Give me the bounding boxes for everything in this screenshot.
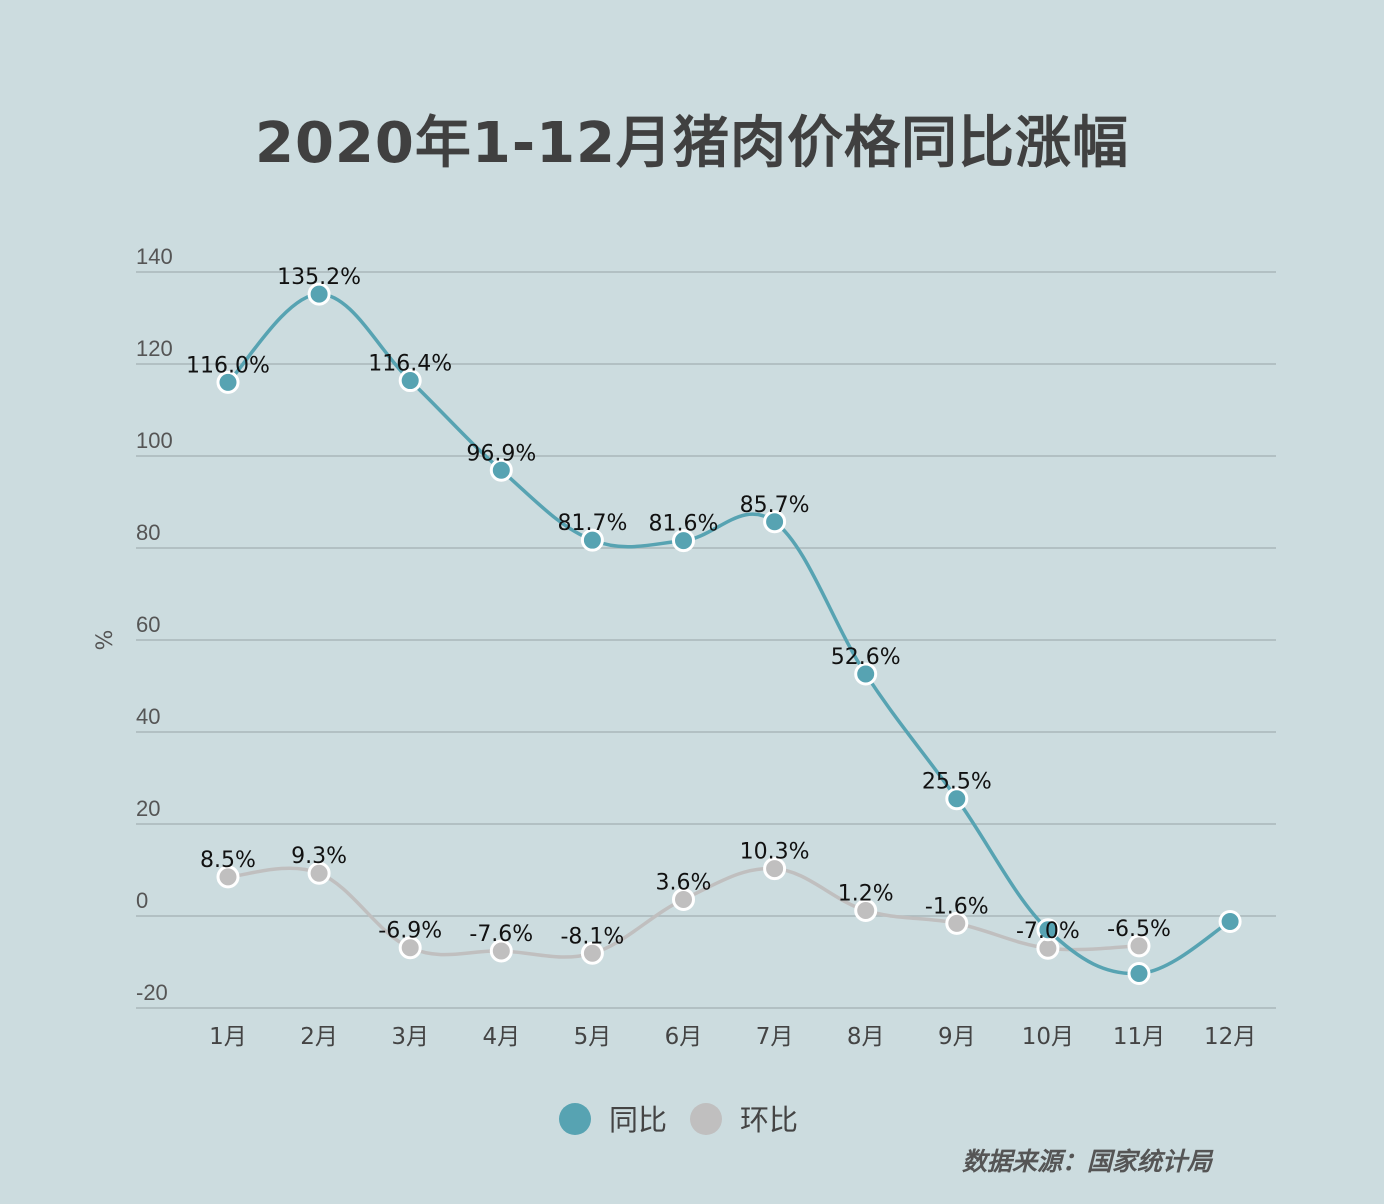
- data-label: -7.6%: [469, 922, 533, 947]
- y-tick-label: 100: [136, 428, 173, 453]
- data-point: [216, 865, 240, 889]
- x-tick-label: 11月: [1113, 1024, 1165, 1050]
- x-tick-label: 9月: [938, 1024, 976, 1050]
- y-tick-label: 0: [136, 888, 148, 913]
- data-point: [945, 787, 969, 811]
- data-point: [854, 662, 878, 686]
- data-point: [489, 458, 513, 482]
- data-point: [1218, 910, 1242, 934]
- data-label: 135.2%: [277, 265, 361, 290]
- data-label: 116.4%: [368, 352, 452, 377]
- x-tick-label: 1月: [209, 1024, 247, 1050]
- y-axis-label: %: [93, 630, 118, 651]
- data-label: 81.6%: [649, 512, 719, 537]
- chart-title: 2020年1-12月猪肉价格同比涨幅: [255, 111, 1129, 176]
- data-point: [307, 282, 331, 306]
- data-point: [216, 370, 240, 394]
- data-label: 10.3%: [740, 840, 810, 865]
- y-tick-label: 120: [136, 336, 173, 361]
- x-tick-label: 2月: [300, 1024, 338, 1050]
- x-tick-label: 5月: [574, 1024, 612, 1050]
- data-label: -6.5%: [1107, 917, 1171, 942]
- data-label: -7.0%: [1016, 919, 1080, 944]
- data-label: 96.9%: [466, 441, 536, 466]
- data-label: -6.9%: [378, 919, 442, 944]
- data-point: [1036, 918, 1060, 942]
- x-tick-label: 6月: [665, 1024, 703, 1050]
- data-label: 9.3%: [291, 844, 347, 869]
- data-label: 85.7%: [740, 493, 810, 518]
- x-tick-label: 7月: [756, 1024, 794, 1050]
- legend-marker: [559, 1103, 591, 1135]
- data-point: [854, 898, 878, 922]
- x-tick-label: 8月: [847, 1024, 885, 1050]
- x-tick-label: 12月: [1204, 1024, 1256, 1050]
- legend-marker: [690, 1103, 722, 1135]
- data-label: 1.2%: [838, 881, 894, 906]
- data-label: 81.7%: [557, 511, 627, 536]
- x-tick-label: 10月: [1022, 1024, 1074, 1050]
- y-tick-label: 60: [136, 612, 160, 637]
- data-point: [1127, 934, 1151, 958]
- x-tick-label: 3月: [391, 1024, 429, 1050]
- data-point: [672, 529, 695, 553]
- data-point: [398, 369, 422, 393]
- legend-label: 同比: [609, 1103, 667, 1137]
- data-point: [580, 528, 604, 552]
- data-point: [945, 911, 969, 935]
- y-tick-label: 40: [136, 704, 160, 729]
- data-point: [763, 857, 787, 881]
- data-point: [398, 936, 422, 960]
- y-tick-label: 140: [136, 244, 173, 269]
- data-label: -8.1%: [560, 924, 624, 949]
- x-tick-label: 4月: [482, 1024, 520, 1050]
- series-line-yoy: [226, 292, 1232, 976]
- data-label: 3.6%: [656, 870, 712, 895]
- data-point: [307, 861, 331, 885]
- y-tick-label: 20: [136, 796, 160, 821]
- legend-label: 环比: [740, 1103, 798, 1137]
- y-tick-label: 80: [136, 520, 160, 545]
- data-point: [489, 939, 513, 963]
- data-point: [580, 941, 604, 965]
- data-point: [763, 510, 787, 534]
- data-label: 8.5%: [200, 848, 256, 873]
- data-label: 25.5%: [922, 770, 992, 795]
- data-label: 52.6%: [831, 645, 901, 670]
- data-point: [1127, 962, 1151, 985]
- data-label: 116.0%: [186, 353, 270, 378]
- data-label: -1.6%: [925, 894, 989, 919]
- data-point: [672, 887, 695, 911]
- data-source: 数据来源：国家统计局: [961, 1147, 1212, 1176]
- y-tick-label: -20: [136, 980, 168, 1005]
